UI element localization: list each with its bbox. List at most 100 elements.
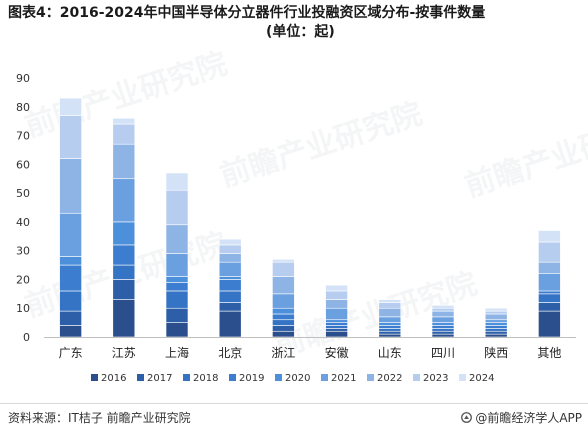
bar-segment (112, 279, 136, 300)
footer-divider (0, 403, 588, 404)
bar-segment (431, 322, 455, 326)
y-axis: 0 10 20 30 40 50 60 70 80 90 (16, 72, 30, 344)
bar-segment (218, 279, 242, 292)
bar-segment (59, 264, 82, 292)
bar-segment (112, 143, 136, 180)
bar-segment (431, 307, 455, 312)
bar-segment (165, 322, 189, 338)
bar-segment (165, 224, 189, 254)
bar-segment (325, 284, 348, 292)
bar-segment (484, 322, 508, 326)
y-tick-label: 0 (23, 331, 30, 344)
x-tick-label: 浙江 (271, 346, 295, 360)
bar-segment (378, 325, 402, 329)
x-tick-label: 江苏 (112, 346, 136, 360)
legend-label: 2017 (147, 373, 172, 384)
bar-segment (59, 325, 82, 338)
bar-segment (378, 328, 402, 332)
bar-segment (165, 253, 189, 277)
bar-segment (431, 325, 455, 329)
bar-segment (325, 322, 348, 326)
bar-segment (218, 290, 242, 303)
bar-segment (431, 333, 455, 338)
bar-segment (165, 307, 189, 323)
bar-segment (165, 290, 189, 309)
bar-segment (112, 123, 136, 145)
bar-segment (112, 117, 136, 125)
x-tick-label: 广东 (59, 346, 83, 360)
chart-title: 图表4：2016-2024年中国半导体分立器件行业投融资区域分布-按事件数量 (… (8, 4, 580, 42)
bar-segment (431, 316, 455, 323)
bar-segment (431, 328, 455, 332)
bar-segment (112, 221, 136, 246)
y-tick-label: 90 (16, 72, 30, 85)
bar-segment (272, 258, 295, 263)
bar-segment (272, 276, 295, 295)
bar-segment (218, 276, 242, 280)
bar-segment (325, 290, 348, 300)
bar-segment (218, 261, 242, 277)
legend-swatch (459, 374, 466, 381)
bar-segment (218, 238, 242, 246)
bar-segment (325, 319, 348, 323)
bar-segment (272, 261, 295, 277)
x-axis: 广东 江苏 上海 北京 浙江 安徽 山东 四川 陕西 其他 (44, 337, 576, 360)
bar-segment (59, 97, 82, 116)
brand-label: @前瞻经济学人APP (475, 411, 582, 425)
bar-segment (59, 290, 82, 312)
legend-swatch (413, 374, 420, 381)
legend-swatch (321, 374, 328, 381)
bar-segment (538, 302, 561, 312)
bar-segment (165, 172, 189, 191)
bar-segment (272, 319, 295, 326)
bar-segment (484, 313, 508, 321)
bar-segment (59, 256, 82, 266)
legend-swatch (183, 374, 190, 381)
bar-segment (112, 299, 136, 338)
bar-segment (325, 330, 348, 338)
legend-label: 2016 (101, 373, 126, 384)
bar-segment (59, 158, 82, 214)
bar-segment (112, 178, 136, 223)
bar-segment (272, 293, 295, 309)
bar-segment (484, 328, 508, 332)
bar-segment (431, 310, 455, 318)
bar-segment (484, 319, 508, 323)
legend-swatch (367, 374, 374, 381)
bar-segment (325, 307, 348, 321)
bar-segment (325, 299, 348, 309)
bar-segment (165, 276, 189, 283)
bar-segment (538, 261, 561, 274)
bar-segment (538, 273, 561, 292)
source-note: 资料来源：IT桔子 前瞻产业研究院 (8, 411, 191, 425)
bar-segment (431, 330, 455, 335)
bar-segment (272, 307, 295, 315)
x-tick-label: 四川 (431, 346, 455, 360)
bar-segment (112, 244, 136, 266)
bar-segment (59, 212, 82, 257)
bar-segment (378, 316, 402, 323)
bar-segment (538, 241, 561, 263)
y-tick-label: 30 (16, 245, 30, 258)
legend-swatch (275, 374, 282, 381)
x-tick-label: 北京 (218, 346, 242, 360)
qianzhan-logo-icon (461, 412, 473, 423)
legend-swatch (229, 374, 236, 381)
x-tick-label: 上海 (165, 345, 189, 360)
legend-swatch (91, 374, 98, 381)
legend-label: 2022 (377, 373, 402, 384)
bar-segment (59, 310, 82, 326)
x-tick-label: 陕西 (484, 345, 508, 360)
legend: 2016 2017 2018 2019 2020 2021 2022 2023 2024 (91, 373, 494, 384)
y-tick-label: 70 (16, 130, 30, 143)
bar-segment (272, 325, 295, 332)
bar-segment (378, 299, 402, 303)
y-tick-label: 20 (16, 273, 30, 286)
x-tick-label: 安徽 (325, 345, 349, 360)
legend-label: 2019 (239, 373, 264, 384)
bar-segment (378, 302, 402, 309)
y-tick-label: 80 (16, 101, 30, 114)
bar-segment (538, 230, 561, 243)
bar-segment (538, 293, 561, 303)
bar-segment (378, 333, 402, 338)
